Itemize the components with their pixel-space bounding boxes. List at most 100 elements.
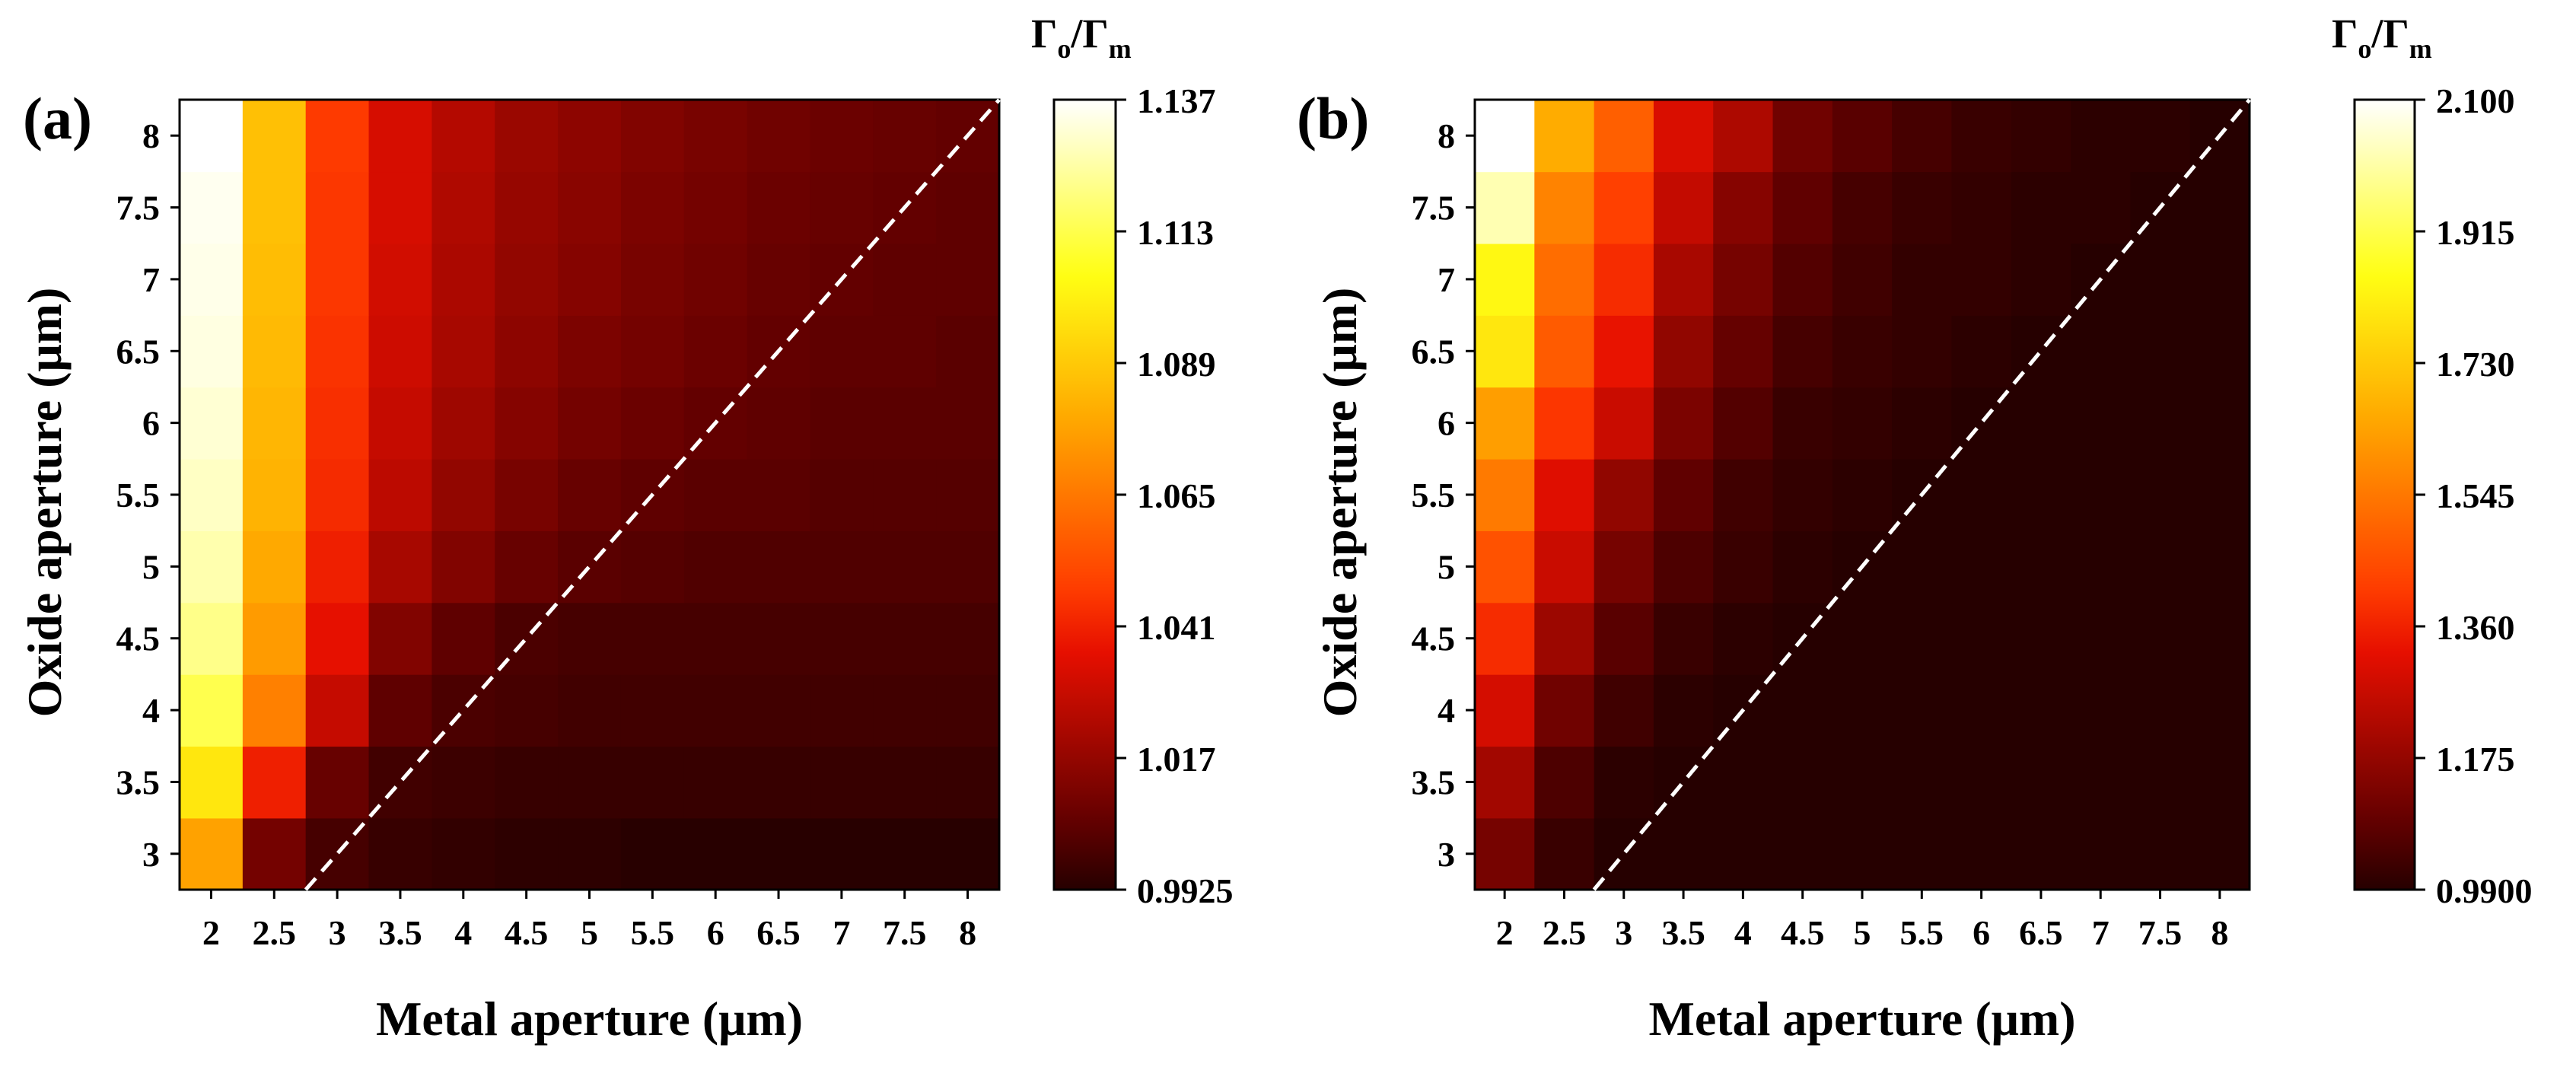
heatmap-cell	[873, 530, 937, 604]
heatmap-cell	[2011, 602, 2071, 675]
heatmap-cell	[242, 171, 307, 244]
heatmap-cell	[1475, 746, 1536, 819]
heatmap-cell	[620, 243, 685, 316]
heatmap-cell	[873, 458, 937, 531]
heatmap-cell	[242, 674, 307, 747]
heatmap-cell	[2011, 243, 2071, 316]
x-tick-label: 4.5	[1781, 913, 1825, 952]
heatmap-cell	[683, 602, 748, 675]
heatmap-cell	[1713, 817, 1774, 890]
heatmap-cell	[936, 171, 1000, 244]
heatmap-cell	[1892, 171, 1953, 244]
heatmap-cell	[305, 602, 370, 675]
colorbar-title: Γo/Γm	[2332, 11, 2432, 64]
heatmap-cell	[873, 387, 937, 460]
heatmap-cell	[683, 100, 748, 173]
heatmap-cell	[368, 171, 433, 244]
y-tick-label: 6.5	[1412, 332, 1456, 371]
colorbar-tick-label: 1.017	[1137, 740, 1216, 779]
y-tick-label: 4.5	[116, 619, 161, 658]
heatmap-cell	[2011, 458, 2071, 531]
panel-label: (b)	[1297, 85, 1369, 151]
heatmap-cell	[2130, 387, 2191, 460]
heatmap-cell	[810, 315, 874, 388]
heatmap-cell	[2189, 602, 2250, 675]
colorbar-tick-label: 1.089	[1137, 345, 1216, 384]
heatmap-cell	[431, 602, 496, 675]
heatmap-cell	[495, 674, 559, 747]
heatmap-cell	[1832, 315, 1893, 388]
heatmap-cell	[1951, 458, 2012, 531]
x-tick-label: 4	[1734, 913, 1752, 952]
heatmap-cell	[2071, 530, 2132, 604]
heatmap-cell	[558, 817, 622, 890]
heatmap-cell	[620, 100, 685, 173]
heatmap-cell	[2071, 817, 2132, 890]
heatmap-cell	[1951, 602, 2012, 675]
heatmap-cell	[1594, 171, 1654, 244]
heatmap-cell	[180, 100, 244, 173]
heatmap-cell	[683, 674, 748, 747]
y-tick-label: 7	[1438, 260, 1455, 299]
heatmap-cell	[1534, 674, 1595, 747]
heatmap-cell	[558, 171, 622, 244]
heatmap-cell	[2130, 243, 2191, 316]
heatmap-cell	[1832, 387, 1893, 460]
heatmap-cell	[495, 458, 559, 531]
heatmap-cell	[1772, 674, 1833, 747]
heatmap-cell	[495, 171, 559, 244]
heatmap-cell	[936, 746, 1000, 819]
heatmap-cell	[1534, 530, 1595, 604]
heatmap-cell	[747, 458, 811, 531]
heatmap-cell	[2011, 171, 2071, 244]
heatmap-cell	[1653, 602, 1715, 675]
heatmap-cell	[873, 746, 937, 819]
heatmap-cell	[431, 100, 496, 173]
colorbar-title-sub-m: m	[2409, 33, 2432, 64]
heatmap-cell	[431, 746, 496, 819]
y-tick-label: 3.5	[116, 763, 161, 801]
heatmap-cell	[242, 100, 307, 173]
x-tick-label: 3	[329, 913, 346, 952]
heatmap-cell	[1832, 674, 1893, 747]
heatmap-cell	[242, 243, 307, 316]
colorbar-title-slash-gamma: /Γ	[1070, 11, 1108, 56]
heatmap-cell	[431, 530, 496, 604]
heatmap-cell	[1772, 100, 1833, 173]
heatmap-cell	[558, 746, 622, 819]
heatmap-cell	[1772, 243, 1833, 316]
heatmap-cell	[431, 458, 496, 531]
colorbar-title-gamma: Γ	[2332, 11, 2358, 56]
colorbar-tick-label: 1.545	[2436, 476, 2515, 515]
heatmap-cell	[2130, 746, 2191, 819]
x-tick-label: 8	[2211, 913, 2228, 952]
heatmap-cell	[683, 243, 748, 316]
y-tick-label: 6.5	[116, 332, 161, 371]
heatmap-cell	[1772, 817, 1833, 890]
heatmap-cell	[1772, 387, 1833, 460]
heatmap-cell	[1772, 530, 1833, 604]
heatmap-cell	[305, 100, 370, 173]
heatmap-cell	[495, 243, 559, 316]
heatmap-cell	[1534, 602, 1595, 675]
heatmap-cell	[495, 315, 559, 388]
x-tick-label: 4.5	[505, 913, 549, 952]
heatmap-cell	[180, 171, 244, 244]
heatmap-cell	[2189, 315, 2250, 388]
heatmap-cell	[936, 387, 1000, 460]
heatmap-cell	[1475, 100, 1536, 173]
heatmap-cell	[2011, 100, 2071, 173]
heatmap-cell	[558, 458, 622, 531]
heatmap-cell	[1772, 458, 1833, 531]
colorbar-tick-label: 0.9900	[2436, 871, 2533, 910]
panel-a: 2 2.5 3 3.5 4 4.5 5 5.5 6 6.5 7 7.5 8 3 3.5 4 4.5 5 5.5 6 6.…	[18, 11, 1234, 1046]
x-tick-label: 6	[707, 913, 724, 952]
heatmap-cell	[873, 602, 937, 675]
colorbar-tick-label: 1.175	[2436, 740, 2515, 779]
heatmap-cell	[495, 746, 559, 819]
colorbar-tick-label: 1.137	[1137, 81, 1216, 120]
heatmap-cell	[2011, 530, 2071, 604]
heatmap-cell	[936, 243, 1000, 316]
heatmap-cell	[747, 746, 811, 819]
heatmap-cell	[558, 315, 622, 388]
